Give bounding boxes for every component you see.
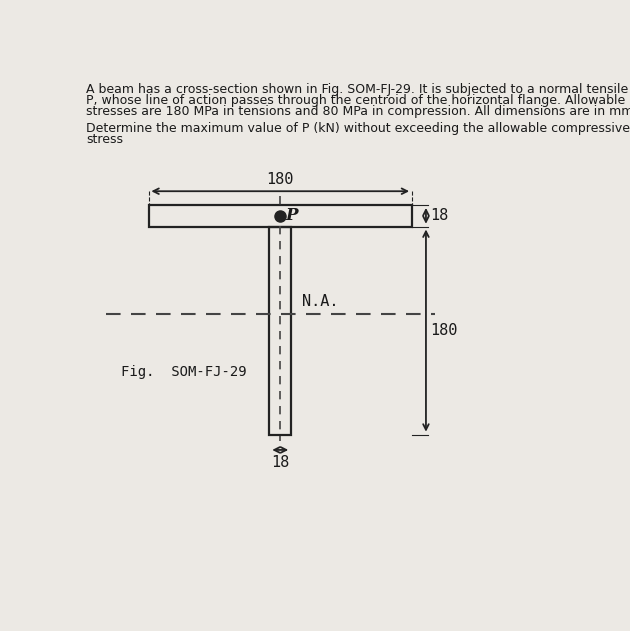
Text: P, whose line of action passes through the centroid of the horizontal flange. Al: P, whose line of action passes through t… (86, 94, 630, 107)
Text: A beam has a cross-section shown in Fig. SOM-FJ-29. It is subjected to a normal : A beam has a cross-section shown in Fig.… (86, 83, 630, 97)
Bar (149, 205, 412, 227)
Text: 180: 180 (266, 172, 294, 187)
Text: P: P (285, 206, 298, 223)
Text: stresses are 180 MPa in tensions and 80 MPa in compression. All dimensions are i: stresses are 180 MPa in tensions and 80 … (86, 105, 630, 118)
Bar (270, 227, 291, 435)
Text: Fig.  SOM-FJ-29: Fig. SOM-FJ-29 (122, 365, 247, 379)
Text: Determine the maximum value of P (kN) without exceeding the allowable compressiv: Determine the maximum value of P (kN) wi… (86, 122, 630, 135)
Text: stress: stress (86, 133, 123, 146)
Text: N.A.: N.A. (302, 294, 338, 309)
Text: 18: 18 (271, 454, 289, 469)
Text: 18: 18 (430, 208, 449, 223)
Text: 180: 180 (430, 323, 458, 338)
